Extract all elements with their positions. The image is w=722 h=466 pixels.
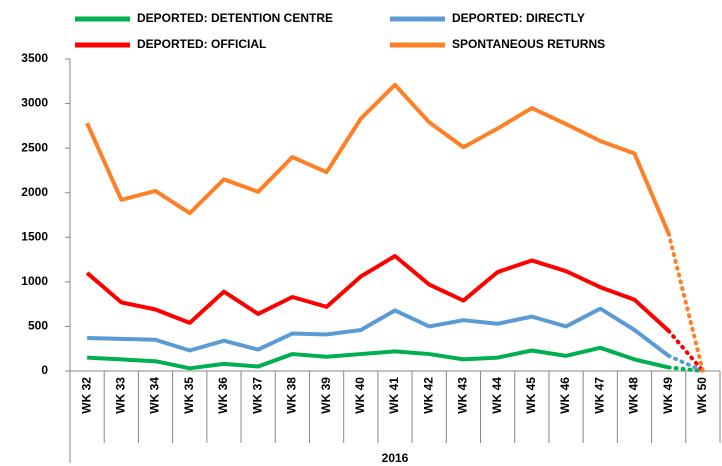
- x-tick-label: WK 35: [182, 377, 196, 414]
- x-tick-label: WK 36: [216, 377, 230, 414]
- series-line-dotted: [666, 328, 705, 373]
- x-tick-label: WK 32: [79, 377, 93, 414]
- x-tick-label: WK 43: [456, 377, 470, 414]
- x-tick-label: WK 49: [661, 377, 675, 414]
- series-line-dotted: [666, 365, 705, 373]
- series-line: [87, 306, 670, 358]
- series-line: [87, 345, 670, 371]
- y-tick-label: 1500: [21, 229, 48, 243]
- x-tick-label: WK 46: [558, 377, 572, 414]
- x-tick-label: WK 47: [592, 377, 606, 414]
- x-axis-label: 2016: [382, 451, 409, 465]
- x-tick-label: WK 40: [353, 377, 367, 414]
- x-tick-label: WK 45: [524, 377, 538, 414]
- series-line-dotted: [666, 353, 705, 373]
- y-tick-label: 500: [28, 319, 48, 333]
- y-tick-label: 3000: [21, 96, 48, 110]
- legend-label: SPONTANEOUS RETURNS: [452, 37, 605, 51]
- x-tick-label: WK 38: [285, 377, 299, 414]
- x-tick-label: WK 44: [490, 377, 504, 414]
- x-tick-label: WK 42: [421, 377, 435, 414]
- y-tick-label: 3500: [21, 51, 48, 65]
- x-tick-label: WK 39: [319, 377, 333, 414]
- series-line: [85, 82, 671, 235]
- y-tick-label: 2500: [21, 140, 48, 154]
- y-tick-label: 2000: [21, 185, 48, 199]
- x-tick-label: WK 48: [627, 377, 641, 414]
- y-tick-label: 0: [41, 363, 48, 377]
- x-tick-label: WK 33: [113, 377, 127, 414]
- x-tick-label: WK 37: [250, 377, 264, 414]
- x-tick-label: WK 34: [148, 377, 162, 414]
- legend-label: DEPORTED: DETENTION CENTRE: [137, 11, 333, 25]
- legend-label: DEPORTED: OFFICIAL: [137, 37, 266, 51]
- y-tick-label: 1000: [21, 274, 48, 288]
- series-line-dotted: [666, 231, 705, 373]
- series-line: [85, 254, 671, 333]
- x-tick-label: WK 50: [695, 377, 709, 414]
- x-tick-label: WK 41: [387, 377, 401, 414]
- legend-label: DEPORTED: DIRECTLY: [452, 11, 585, 25]
